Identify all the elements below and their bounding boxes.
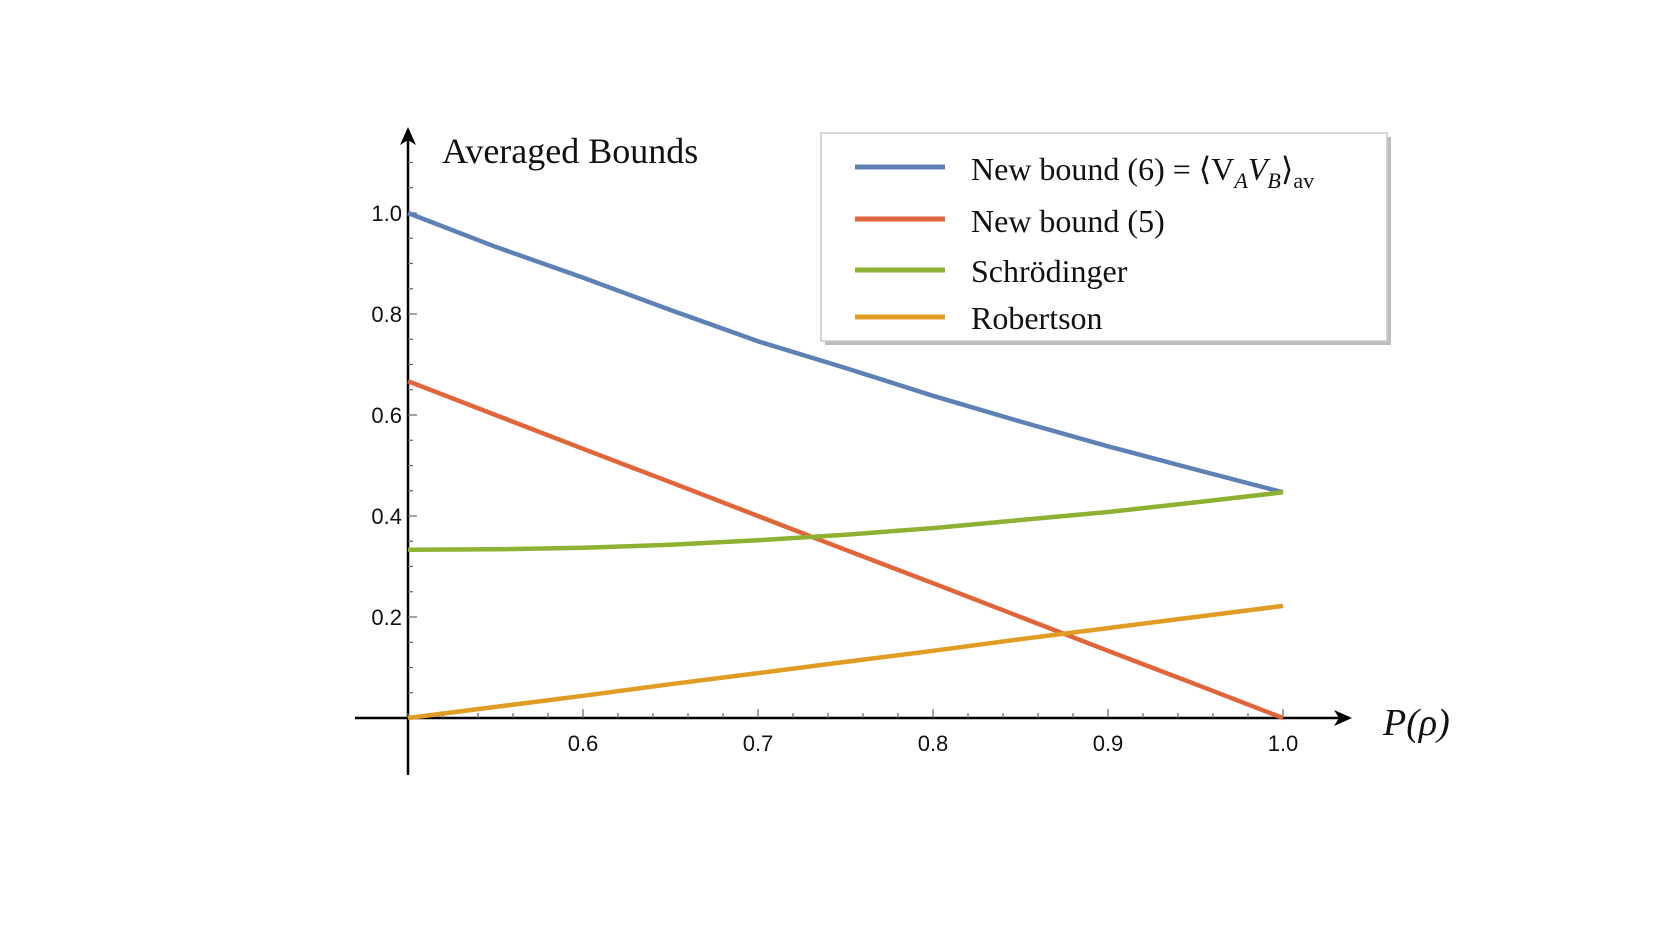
series-line-robertson — [407, 603, 1284, 721]
legend-label-schrodinger: Schrödinger — [971, 253, 1128, 289]
x-tick-label: 0.7 — [743, 731, 774, 756]
legend-label-robertson: Robertson — [971, 300, 1103, 336]
chart-title: Averaged Bounds — [442, 131, 698, 171]
y-ticks: 0.2 0.4 0.6 0.8 1.0 — [371, 161, 417, 694]
x-axis-label: P(ρ) — [1382, 702, 1450, 744]
y-tick-label: 1.0 — [371, 201, 402, 226]
y-axis-arrow — [400, 127, 416, 145]
series-line-new-bound-6-vavb-av — [407, 210, 1284, 495]
x-axis-arrow — [1334, 710, 1352, 726]
x-tick-label: 0.9 — [1093, 731, 1124, 756]
y-tick-label: 0.6 — [371, 403, 402, 428]
y-tick-label: 0.8 — [371, 302, 402, 327]
axes — [355, 127, 1352, 775]
legend-label-new-bound-6: New bound (6) = ⟨VAVB⟩av — [971, 151, 1314, 193]
series-line-schr-dinger — [407, 490, 1284, 553]
legend-label-new-bound-5: New bound (5) — [971, 203, 1165, 239]
series-line-new-bound-5 — [407, 379, 1284, 721]
y-tick-label: 0.2 — [371, 605, 402, 630]
x-tick-label: 0.8 — [918, 731, 949, 756]
legend: New bound (6) = ⟨VAVB⟩av New bound (5) S… — [820, 132, 1391, 345]
x-tick-label: 0.6 — [568, 731, 599, 756]
series-lines — [407, 210, 1284, 721]
x-ticks: 0.6 0.7 0.8 0.9 1.0 — [407, 709, 1299, 756]
x-tick-label: 1.0 — [1268, 731, 1299, 756]
y-tick-label: 0.4 — [371, 504, 402, 529]
